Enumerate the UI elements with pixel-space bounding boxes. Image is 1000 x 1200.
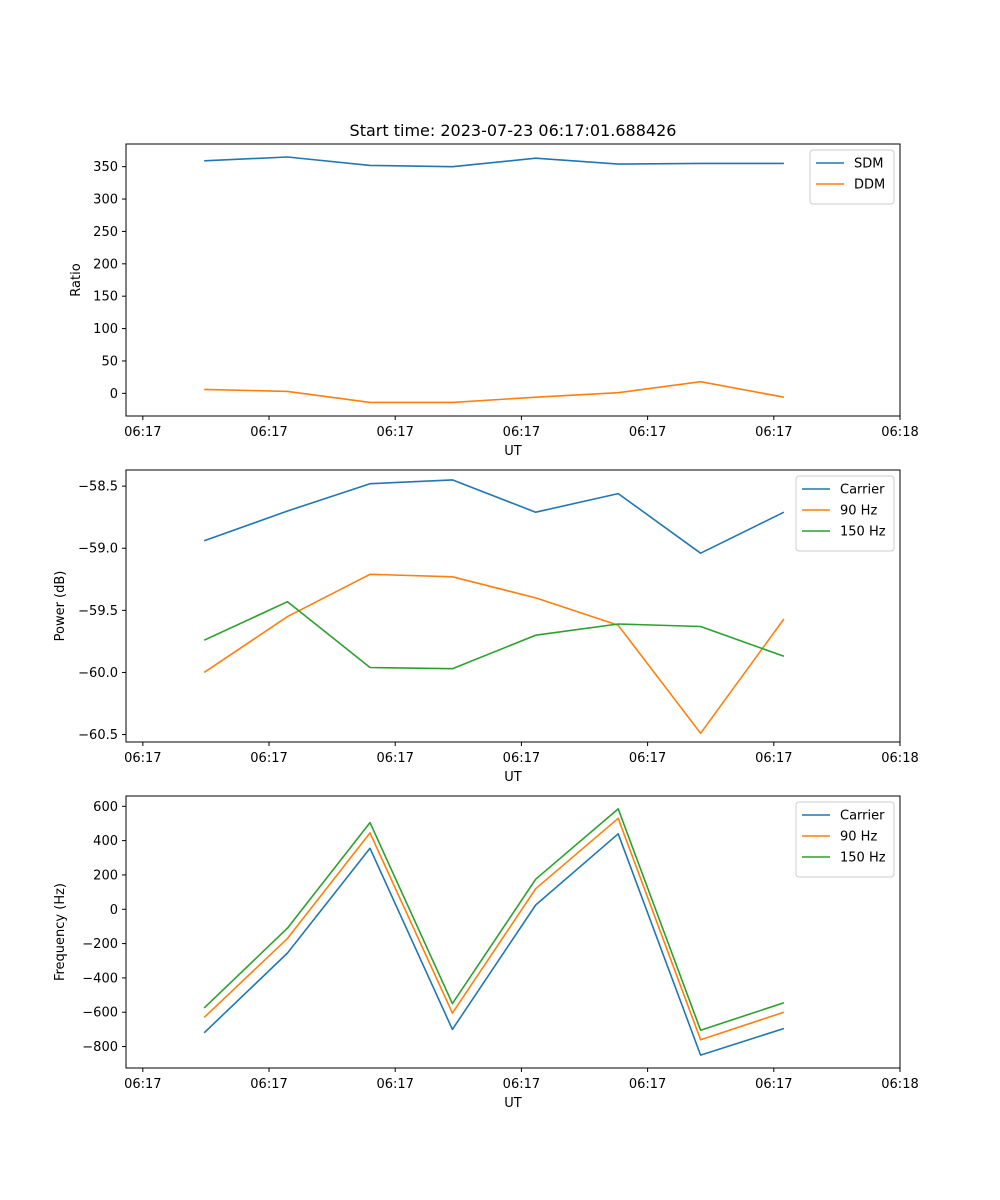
y-axis-label: Power (dB) [53,571,68,642]
x-tick-label: 06:17 [124,1077,161,1092]
panel-3: 06:17 06:17 06:17 06:17 06:17 06:17 06:18 600 40… [53,795,919,1111]
x-tick-label: 06:17 [755,425,792,440]
x-tick-label: 06:17 [503,425,540,440]
x-tick-label: 06:17 [124,425,161,440]
y-tick-label: −400 [82,971,118,986]
legend: Carrier 90 Hz 150 Hz [795,801,895,878]
y-tick-label: 150 [93,290,118,305]
series-line-sdm [204,156,784,168]
y-tick-label: 250 [93,225,118,240]
legend-label: 90 Hz [840,504,877,519]
x-axis-label: UT [504,1096,522,1111]
x-tick-label: 06:17 [250,751,287,766]
legend-label: SDM [854,157,883,172]
x-axis-label: UT [504,770,522,785]
legend: Carrier 90 Hz 150 Hz [795,475,895,552]
panels: 06:17 06:17 06:17 06:17 06:17 06:17 06:18 0 50 10… [53,143,919,1111]
panel-2: 06:17 06:17 06:17 06:17 06:17 06:17 06:18 −58.5… [53,469,919,785]
x-tick-label: 06:18 [881,751,918,766]
y-tick-label: 0 [110,387,118,402]
y-tick-label: −800 [82,1040,118,1055]
y-tick-label: 100 [93,322,118,337]
y-tick-label: −59.0 [78,542,118,557]
y-tick-label: 0 [110,903,118,918]
figure-title: Start time: 2023-07-23 06:17:01.688426 [350,121,677,140]
y-tick-label: −58.5 [78,480,118,495]
y-tick-label: 300 [93,193,118,208]
series-line-150-hz [203,808,785,1031]
legend-frame [795,475,895,552]
series-line-carrier [203,479,785,555]
x-tick-label: 06:17 [629,425,666,440]
y-tick-label: 200 [93,257,118,272]
axes-frame [125,469,901,743]
y-tick-label: 200 [93,868,118,883]
x-tick-label: 06:17 [376,425,413,440]
x-tick-label: 06:17 [376,1077,413,1092]
y-tick-label: 400 [93,834,118,849]
axes-frame [125,143,901,417]
legend-label: 150 Hz [840,851,886,866]
x-tick-label: 06:17 [629,1077,666,1092]
y-tick-label: 50 [101,354,118,369]
legend-label: DDM [854,178,885,193]
panel-1: 06:17 06:17 06:17 06:17 06:17 06:17 06:18 0 50 10… [69,143,919,459]
legend-label: 150 Hz [840,525,886,540]
legend-label: 90 Hz [840,830,877,845]
series-line-ddm [204,380,785,404]
x-tick-label: 06:17 [376,751,413,766]
x-tick-label: 06:17 [629,751,666,766]
y-tick-label: −60.0 [78,666,118,681]
y-tick-label: −600 [82,1006,118,1021]
legend: SDM DDM [809,149,895,205]
y-axis-label: Frequency (Hz) [53,883,68,981]
series-line-90-hz [203,573,785,735]
legend-label: Carrier [840,809,885,824]
legend-label: Carrier [840,483,885,498]
x-tick-label: 06:17 [250,425,287,440]
x-tick-label: 06:17 [503,1077,540,1092]
y-axis-label: Ratio [69,263,84,296]
x-tick-label: 06:17 [503,751,540,766]
y-tick-label: 350 [93,160,118,175]
x-tick-label: 06:17 [250,1077,287,1092]
x-tick-label: 06:17 [124,751,161,766]
series-line-carrier [203,832,785,1056]
y-tick-label: −59.5 [78,604,118,619]
x-tick-label: 06:17 [755,1077,792,1092]
y-tick-label: 600 [93,800,118,815]
series-line-150-hz [203,600,785,670]
y-tick-label: −60.5 [78,728,118,743]
x-tick-label: 06:17 [755,751,792,766]
x-tick-label: 06:18 [881,425,918,440]
legend-frame [795,801,895,878]
axes-frame [125,795,901,1069]
series-line-90-hz [203,817,785,1041]
y-tick-label: −200 [82,937,118,952]
x-tick-label: 06:18 [881,1077,918,1092]
x-axis-label: UT [504,444,522,459]
